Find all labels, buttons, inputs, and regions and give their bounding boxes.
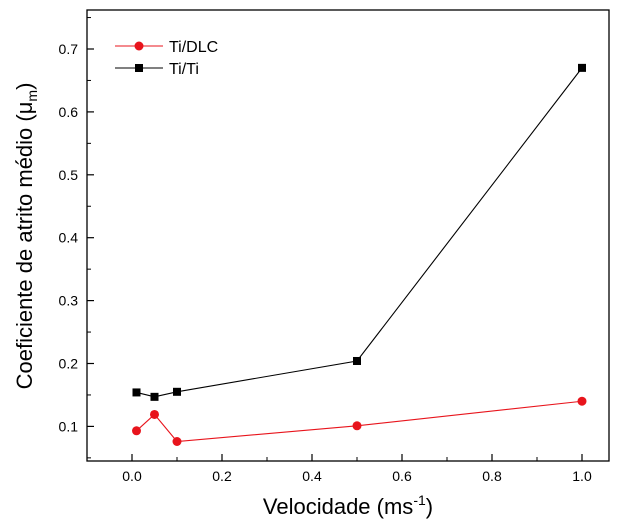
x-tick-label: 0.6 bbox=[392, 468, 412, 484]
x-tick-label: 1.0 bbox=[572, 468, 592, 484]
y-tick-label: 0.4 bbox=[59, 230, 79, 246]
data-point-ti-dlc bbox=[150, 409, 159, 419]
data-point-ti-dlc bbox=[352, 421, 362, 431]
plot-frame bbox=[86, 9, 610, 462]
data-point-ti-ti bbox=[578, 63, 586, 72]
x-axis-title-superscript: -1 bbox=[413, 492, 426, 508]
data-point-ti-ti bbox=[150, 392, 159, 401]
series-line-ti-dlc bbox=[136, 400, 583, 443]
x-tick-label: 0.0 bbox=[122, 468, 142, 484]
y-axis-title-subscript: m bbox=[24, 90, 40, 102]
series-layer bbox=[132, 63, 587, 447]
y-tick-label: 0.2 bbox=[59, 356, 79, 372]
legend-marker-ti-dlc bbox=[134, 41, 144, 51]
legend-marker-ti-ti bbox=[135, 64, 143, 72]
y-tick-label: 0.5 bbox=[59, 167, 79, 183]
data-point-ti-dlc bbox=[577, 396, 587, 406]
x-tick-label: 0.8 bbox=[482, 468, 502, 484]
data-point-ti-dlc bbox=[132, 426, 141, 436]
legend-label-ti-dlc: Ti/DLC bbox=[169, 39, 218, 56]
legend-label-ti-ti: Ti/Ti bbox=[169, 61, 199, 78]
data-point-ti-ti bbox=[353, 356, 361, 365]
y-tick-label: 0.7 bbox=[59, 41, 79, 57]
y-axis-title: Coeficiente de atrito médio (μm) bbox=[12, 83, 40, 390]
legend: Ti/DLC Ti/Ti bbox=[115, 39, 218, 78]
data-point-ti-ti bbox=[132, 388, 141, 397]
data-point-ti-dlc bbox=[172, 437, 182, 447]
x-tick-label: 0.2 bbox=[212, 468, 232, 484]
data-point-ti-ti bbox=[173, 387, 181, 396]
y-tick-label: 0.1 bbox=[59, 418, 79, 434]
series-line-ti-ti bbox=[136, 67, 583, 398]
x-axis-title: Velocidade (ms-1) bbox=[263, 492, 433, 519]
ticks-layer: 0.0 0.2 0.4 0.6 0.8 1.0 0.1 0.2 0.3 0.4 0.5 0.6 0.7 bbox=[59, 17, 592, 484]
x-tick-label: 0.4 bbox=[302, 468, 322, 484]
y-tick-label: 0.3 bbox=[59, 293, 79, 309]
y-tick-label: 0.6 bbox=[59, 104, 79, 120]
